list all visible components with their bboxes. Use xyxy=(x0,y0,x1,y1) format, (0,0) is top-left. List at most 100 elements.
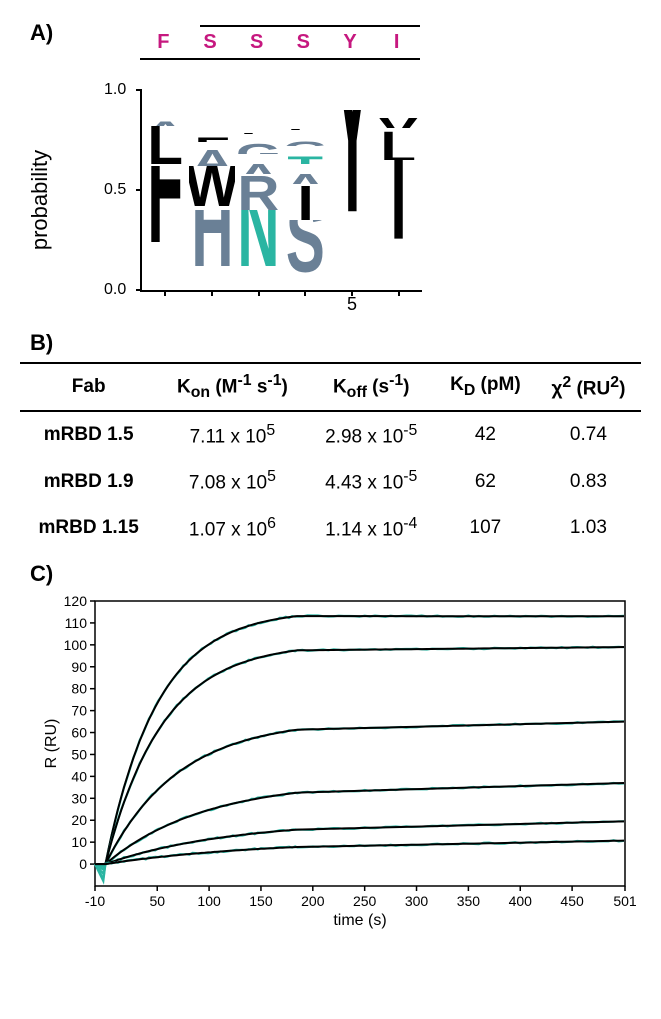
y-tick-label: 0 xyxy=(79,856,87,872)
consensus-letters: FSSSYI xyxy=(140,31,420,54)
table-header-cell: χ2 (RU2) xyxy=(536,363,641,411)
logo-letter: N xyxy=(235,210,282,290)
table-cell: 0.83 xyxy=(536,458,641,504)
spr-sensorgram: -105010015020025030035040045050101020304… xyxy=(40,591,640,931)
logo-y-tick-label: 0.5 xyxy=(104,181,126,199)
x-tick-label: 450 xyxy=(560,893,584,909)
table-cell: 7.11 x 105 xyxy=(157,411,307,458)
table-cell: 1.07 x 106 xyxy=(157,505,307,551)
logo-column: ILVFE xyxy=(375,90,422,290)
table-cell: 62 xyxy=(435,458,536,504)
table-header-row: FabKon (M-1 s-1)Koff (s-1)KD (pM)χ2 (RU2… xyxy=(20,363,641,411)
x-tick-label: 501 xyxy=(613,893,637,909)
sequence-logo: probability 0.00.51.05FLAVYHWAFGNYNRAGLS… xyxy=(80,90,440,310)
logo-letter: F xyxy=(375,96,422,108)
y-tick-label: 70 xyxy=(71,703,87,719)
table-header-cell: Koff (s-1) xyxy=(308,363,435,411)
header-line-bottom xyxy=(140,58,420,60)
header-line-top xyxy=(200,25,420,27)
panel-a-label: A) xyxy=(30,20,53,46)
logo-letter: A xyxy=(142,110,189,126)
table-header-cell: KD (pM) xyxy=(435,363,536,411)
spr-data-trace xyxy=(95,647,624,879)
x-tick-label: 250 xyxy=(353,893,377,909)
consensus-letter: S xyxy=(233,31,280,54)
logo-letter: V xyxy=(142,100,189,110)
kinetics-table: FabKon (M-1 s-1)Koff (s-1)KD (pM)χ2 (RU2… xyxy=(20,362,641,551)
logo-column: FLAVY xyxy=(142,90,189,290)
x-tick-label: 150 xyxy=(249,893,273,909)
table-cell: 0.74 xyxy=(536,411,641,458)
logo-letter: N xyxy=(282,106,329,116)
table-cell: 4.43 x 10-5 xyxy=(308,458,435,504)
table-cell: 7.08 x 105 xyxy=(157,458,307,504)
panel-c: C) -105010015020025030035040045050101020… xyxy=(20,561,641,931)
consensus-letter: S xyxy=(187,31,234,54)
logo-y-tick-label: 1.0 xyxy=(104,81,126,99)
spr-data-trace xyxy=(95,722,624,874)
logo-letter: Y xyxy=(189,90,236,102)
logo-letter: W xyxy=(235,90,282,98)
logo-letter: G xyxy=(189,114,236,126)
logo-letter: A xyxy=(235,154,282,174)
y-tick-label: 60 xyxy=(71,725,87,741)
y-tick-label: 120 xyxy=(64,593,88,609)
consensus-header: FSSSYI xyxy=(140,25,420,60)
table-row: mRBD 1.57.11 x 1052.98 x 10-5420.74 xyxy=(20,411,641,458)
y-tick-label: 10 xyxy=(71,834,87,850)
logo-letter: A xyxy=(189,142,236,166)
table-header-cell: Kon (M-1 s-1) xyxy=(157,363,307,411)
logo-column: NRAGLSTW xyxy=(235,90,282,290)
consensus-letter: I xyxy=(373,31,420,54)
panel-b: B) FabKon (M-1 s-1)Koff (s-1)KD (pM)χ2 (… xyxy=(20,330,641,551)
spr-data-trace xyxy=(95,783,624,870)
table-body: mRBD 1.57.11 x 1052.98 x 10-5420.74mRBD … xyxy=(20,411,641,551)
y-tick-label: 90 xyxy=(71,659,87,675)
logo-letter: L xyxy=(375,128,422,160)
logo-letter: N xyxy=(189,102,236,114)
y-tick-label: 30 xyxy=(71,790,87,806)
x-tick-label: 300 xyxy=(405,893,429,909)
x-tick-label: 200 xyxy=(301,893,325,909)
y-tick-label: 100 xyxy=(64,637,88,653)
table-cell: 2.98 x 10-5 xyxy=(308,411,435,458)
x-tick-label: 50 xyxy=(149,893,165,909)
logo-letter: R xyxy=(235,174,282,210)
x-tick-label: 350 xyxy=(457,893,481,909)
logo-plot-area: 0.00.51.05FLAVYHWAFGNYNRAGLSTWSIATGLNQYY… xyxy=(140,90,422,292)
table-row: mRBD 1.97.08 x 1054.43 x 10-5620.83 xyxy=(20,458,641,504)
y-axis-label: R (RU) xyxy=(43,719,60,769)
x-axis-label: time (s) xyxy=(333,912,386,929)
logo-letter: Y xyxy=(329,110,376,290)
logo-letter: L xyxy=(282,116,329,130)
table-cell-fab: mRBD 1.5 xyxy=(20,411,157,458)
logo-letter: T xyxy=(282,146,329,164)
panel-a: A) FSSSYI probability 0.00.51.05FLAVYHWA… xyxy=(20,20,641,320)
logo-letter: A xyxy=(282,164,329,184)
logo-letter: L xyxy=(142,126,189,166)
logo-letter: W xyxy=(189,166,236,210)
y-tick-label: 20 xyxy=(71,812,87,828)
table-cell: 107 xyxy=(435,505,536,551)
y-tick-label: 40 xyxy=(71,768,87,784)
logo-y-tick-label: 0.0 xyxy=(104,281,126,299)
logo-letter: Y xyxy=(142,90,189,100)
logo-letter: Q xyxy=(282,98,329,106)
logo-letter: G xyxy=(282,130,329,146)
x-tick-label: -10 xyxy=(85,893,105,909)
y-tick-label: 50 xyxy=(71,747,87,763)
logo-letter: F xyxy=(329,90,376,100)
logo-column: SIATGLNQY xyxy=(282,90,329,290)
y-tick-label: 80 xyxy=(71,681,87,697)
logo-letter: F xyxy=(142,166,189,290)
consensus-letter: Y xyxy=(327,31,374,54)
logo-letter: G xyxy=(235,134,282,154)
plot-frame xyxy=(95,601,625,886)
spr-data-trace xyxy=(95,840,624,866)
logo-letter: I xyxy=(282,184,329,220)
logo-letter: H xyxy=(189,210,236,290)
table-cell-fab: mRBD 1.15 xyxy=(20,505,157,551)
consensus-letter: S xyxy=(280,31,327,54)
logo-letter: T xyxy=(235,98,282,108)
logo-letter: I xyxy=(375,160,422,290)
